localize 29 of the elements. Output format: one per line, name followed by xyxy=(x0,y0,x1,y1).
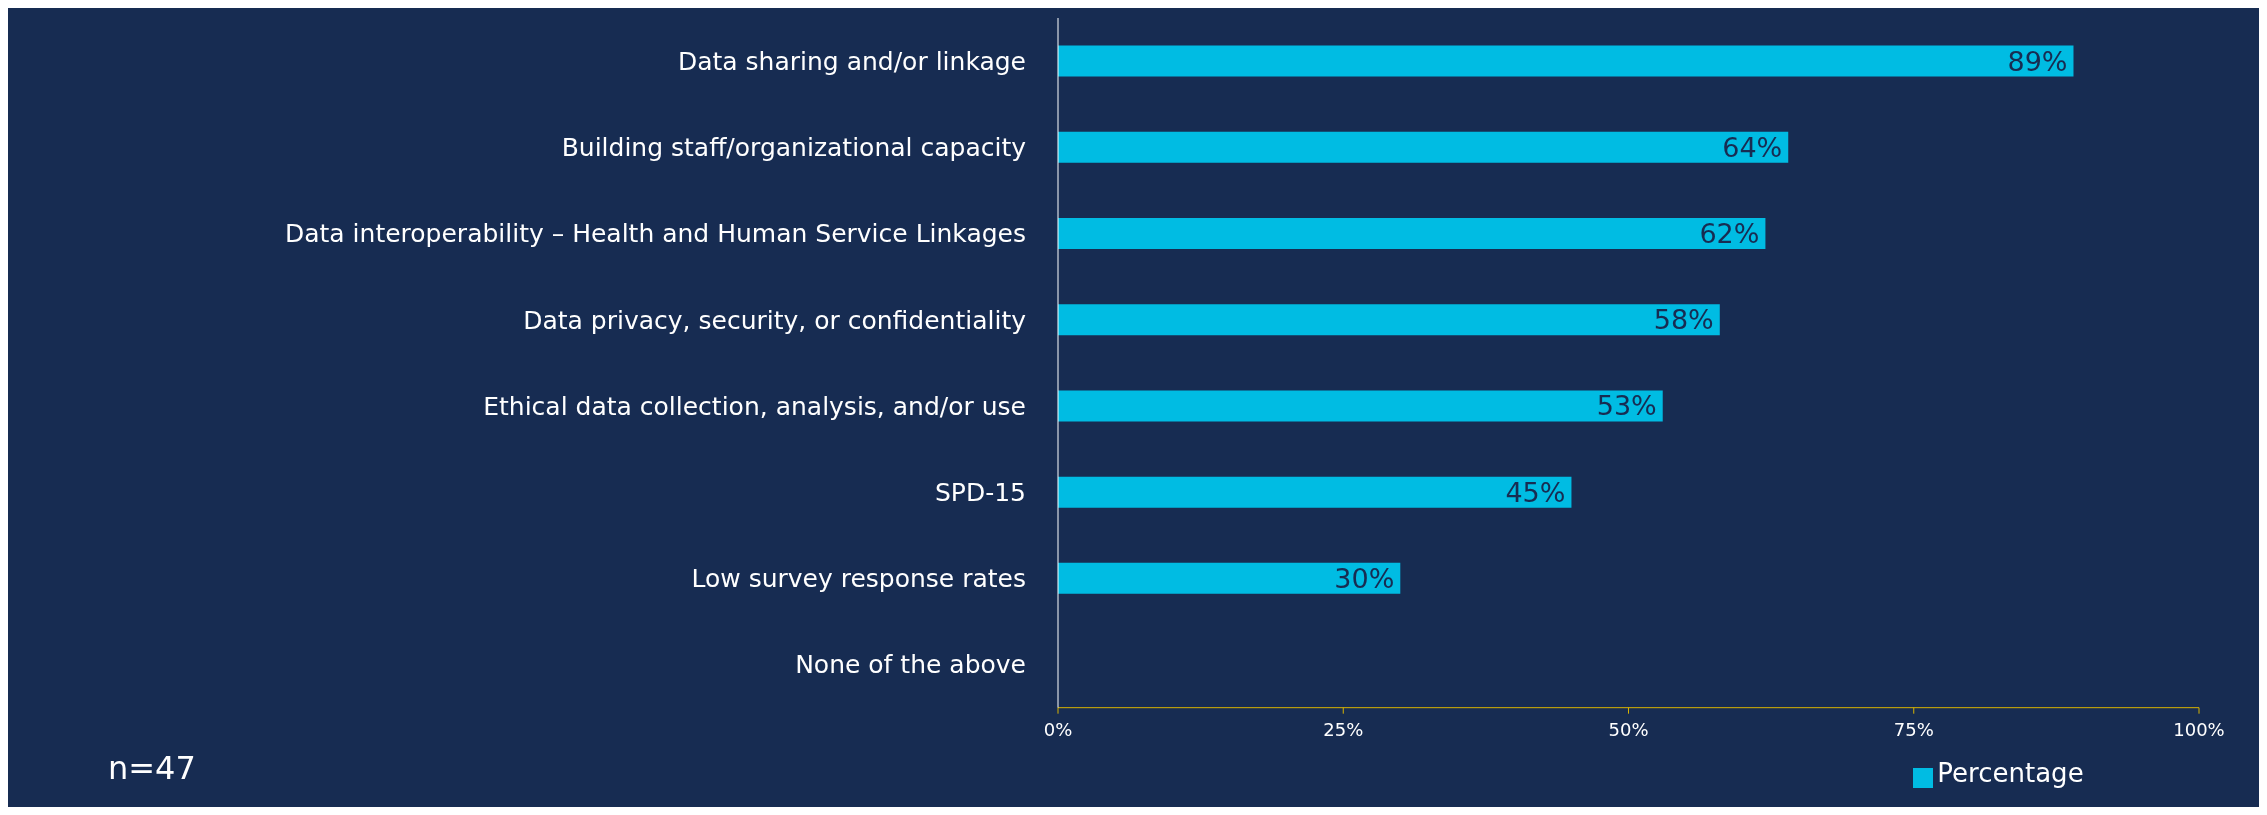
y-tick-label: SPD-15 xyxy=(934,478,1026,508)
y-tick-label: Ethical data collection, analysis, and/or use xyxy=(483,391,1026,421)
x-tick-label: 100% xyxy=(2173,719,2225,741)
data-label: 89% xyxy=(2007,45,2068,77)
bar xyxy=(1058,131,1789,163)
y-tick-label: Data interoperability – Health and Human Service Linkages xyxy=(284,219,1026,249)
data-label: 62% xyxy=(1699,218,1760,249)
bar xyxy=(1058,476,1572,508)
x-tick-label: 75% xyxy=(1893,719,1934,741)
y-tick-label: Data sharing and/or linkage xyxy=(677,46,1026,76)
x-tick-label: 50% xyxy=(1608,719,1649,741)
y-tick-label: Building staff/organizational capacity xyxy=(561,133,1027,163)
bar xyxy=(1058,45,2074,77)
data-label: 58% xyxy=(1653,304,1714,336)
text: n=47 xyxy=(108,749,196,787)
data-label: 53% xyxy=(1596,390,1657,422)
data-label: 64% xyxy=(1722,131,1783,163)
data-label: 45% xyxy=(1505,476,1566,508)
bar xyxy=(1058,304,1720,336)
data-label: 30% xyxy=(1334,562,1395,594)
x-tick-label: 25% xyxy=(1323,719,1364,741)
bar xyxy=(1058,218,1766,249)
y-tick-label: None of the above xyxy=(795,650,1026,680)
y-tick-label: Low survey response rates xyxy=(691,564,1026,594)
y-tick-label: Data privacy, security, or confidentiality xyxy=(523,305,1027,335)
bar xyxy=(1058,562,1401,594)
legend-label: Percentage xyxy=(1937,757,2084,788)
x-tick-label: 0% xyxy=(1043,719,1073,741)
bar xyxy=(1058,390,1663,422)
